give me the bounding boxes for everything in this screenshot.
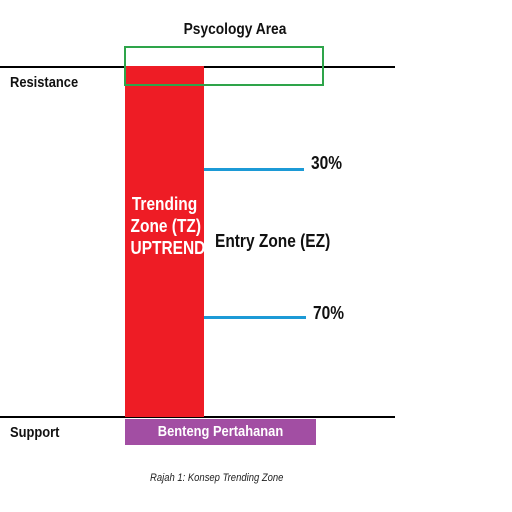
level-70-label: 70% <box>313 303 344 323</box>
defense-label: Benteng Pertahanan <box>157 423 284 440</box>
psychology-area-box <box>124 46 324 86</box>
level-30-line <box>204 168 304 171</box>
trending-zone-block <box>125 66 204 417</box>
trending-zone-line-2: Zone (TZ) <box>130 216 202 236</box>
level-30-label: 30% <box>311 153 342 173</box>
trending-zone-line-3: UPTREND <box>130 238 206 258</box>
resistance-label: Resistance <box>10 74 79 91</box>
level-70-line <box>204 316 306 319</box>
trending-zone-label: Trending Zone (TZ) UPTREND <box>130 193 206 259</box>
figure-caption: Rajah 1: Konsep Trending Zone <box>150 472 284 484</box>
entry-zone-label: Entry Zone (EZ) <box>215 231 331 251</box>
support-line <box>0 416 395 418</box>
psychology-area-label: Psycology Area <box>183 21 287 38</box>
trending-zone-line-1: Trending <box>131 194 198 214</box>
defense-bar: Benteng Pertahanan <box>125 419 316 445</box>
support-label: Support <box>10 424 60 441</box>
